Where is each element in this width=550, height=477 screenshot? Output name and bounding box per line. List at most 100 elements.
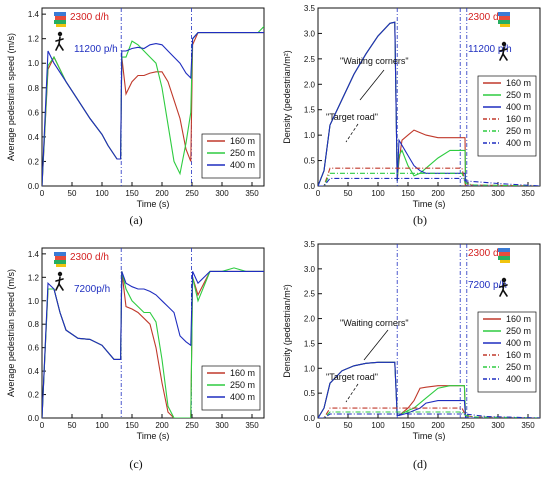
series-line-400m xyxy=(318,21,540,186)
y-tick-label: 1.0 xyxy=(304,364,316,373)
plot-frame xyxy=(41,247,265,419)
x-tick-label: 250 xyxy=(185,421,199,430)
y-axis-label: Average pedestrian speed (m/s) xyxy=(6,33,16,161)
y-tick-label: 1.4 xyxy=(28,250,40,259)
y-tick-label: 2.0 xyxy=(304,315,316,324)
y-tick-label: 0.2 xyxy=(28,157,40,166)
vehicle-block xyxy=(498,248,510,252)
x-tick-label: 250 xyxy=(461,421,475,430)
series-line-160m-dashdot xyxy=(318,407,540,418)
waiting-corners-label: "Waiting corners" xyxy=(340,318,409,328)
vehicle-block xyxy=(499,16,510,20)
pedestrian-leg xyxy=(55,43,60,51)
panel-caption: (a) xyxy=(129,213,142,227)
x-tick-label: 200 xyxy=(155,189,169,198)
pedestrian-leg xyxy=(58,283,64,291)
series-line-400m xyxy=(42,32,264,186)
vehicle-block xyxy=(55,16,66,20)
y-tick-label: 0.4 xyxy=(28,133,40,142)
x-tick-label: 300 xyxy=(491,421,505,430)
vehicle-block xyxy=(498,256,510,260)
legend-label: 160 m xyxy=(506,350,531,360)
panel-caption: (d) xyxy=(413,457,427,471)
vehicle-block xyxy=(55,256,66,260)
pedestrian-leg xyxy=(502,289,508,297)
y-tick-label: 2.5 xyxy=(304,290,316,299)
vehicles-icon xyxy=(498,12,510,27)
vehicle-block xyxy=(498,20,510,24)
x-axis-label: Time (s) xyxy=(137,199,170,209)
y-tick-label: 1.0 xyxy=(304,131,316,140)
vehicle-block xyxy=(498,12,510,16)
y-tick-label: 0.5 xyxy=(304,157,316,166)
x-tick-label: 300 xyxy=(215,189,229,198)
legend-box xyxy=(477,311,537,393)
legend-label: 160 m xyxy=(230,136,255,146)
pedestrian-leg xyxy=(58,43,64,51)
target-road-pointer xyxy=(345,123,359,143)
pedestrian-head xyxy=(57,31,63,37)
chart-panel-d: 0 50 100 150 200 250 300 350 0.0 0.5 1.0 1.5 2.0 2.5 3… xyxy=(282,240,541,471)
pedestrian-arm xyxy=(499,284,508,288)
pedestrian-head xyxy=(501,277,507,283)
series-line-400m-dashdot xyxy=(318,413,540,418)
x-tick-label: 250 xyxy=(461,189,475,198)
pedestrian-arm xyxy=(55,38,64,42)
vehicle-block xyxy=(54,260,66,264)
series-line-400m xyxy=(42,270,264,418)
x-tick-label: 350 xyxy=(245,189,259,198)
legend-label: 160 m xyxy=(506,114,531,124)
x-tick-label: 50 xyxy=(344,421,353,430)
y-tick-label: 0.6 xyxy=(28,344,40,353)
legend-label: 250 m xyxy=(506,90,531,100)
x-tick-label: 100 xyxy=(95,189,109,198)
y-tick-label: 0.0 xyxy=(304,414,316,423)
chart-panel-c: 0 50 100 150 200 250 300 350 0.0 0.2 0.4 0.6 0.8 1.0 1… xyxy=(6,247,265,471)
vehicle-flow-label: 2300 d/h xyxy=(468,248,507,259)
series-line-250m-dashdot xyxy=(318,411,540,418)
legend-label: 400 m xyxy=(506,338,531,348)
pedestrian-arm xyxy=(55,278,64,282)
legend-label: 160 m xyxy=(506,314,531,324)
y-tick-label: 3.5 xyxy=(304,4,316,13)
y-tick-label: 0.0 xyxy=(304,182,316,191)
legend-label: 160 m xyxy=(230,368,255,378)
legend-label: 250 m xyxy=(506,126,531,136)
x-tick-label: 100 xyxy=(371,421,385,430)
x-tick-label: 350 xyxy=(521,189,535,198)
vehicle-block xyxy=(500,24,510,27)
vehicle-block xyxy=(54,20,66,24)
vehicle-block xyxy=(56,264,66,267)
pedestrian-leg xyxy=(499,53,504,61)
plot-frame xyxy=(41,7,265,187)
x-tick-label: 150 xyxy=(125,421,139,430)
pedestrian-head xyxy=(501,41,507,47)
y-axis-label: Density (pedestrian/m²) xyxy=(282,50,292,144)
x-tick-label: 300 xyxy=(491,189,505,198)
y-tick-label: 0.8 xyxy=(28,320,40,329)
y-tick-label: 1.5 xyxy=(304,106,316,115)
x-tick-label: 200 xyxy=(155,421,169,430)
waiting-corners-pointer xyxy=(359,69,385,101)
y-tick-label: 0.6 xyxy=(28,108,40,117)
legend-label: 400 m xyxy=(230,392,255,402)
y-tick-label: 3.0 xyxy=(304,29,316,38)
panel-caption: (c) xyxy=(129,457,142,471)
x-tick-label: 50 xyxy=(68,189,77,198)
legend-label: 250 m xyxy=(506,326,531,336)
pedestrian-icon xyxy=(55,31,64,51)
legend-label: 400 m xyxy=(230,160,255,170)
legend-label: 250 m xyxy=(230,148,255,158)
vehicle-block xyxy=(56,24,66,27)
waiting-corners-label: "Waiting corners" xyxy=(340,56,409,66)
y-tick-label: 0.8 xyxy=(28,84,40,93)
x-tick-label: 250 xyxy=(185,189,199,198)
y-tick-label: 1.5 xyxy=(304,339,316,348)
target-road-pointer xyxy=(345,383,359,403)
waiting-corners-pointer xyxy=(363,329,389,361)
x-tick-label: 100 xyxy=(371,189,385,198)
pedestrian-arm xyxy=(499,48,508,52)
x-tick-label: 0 xyxy=(316,189,321,198)
legend-label: 250 m xyxy=(506,362,531,372)
